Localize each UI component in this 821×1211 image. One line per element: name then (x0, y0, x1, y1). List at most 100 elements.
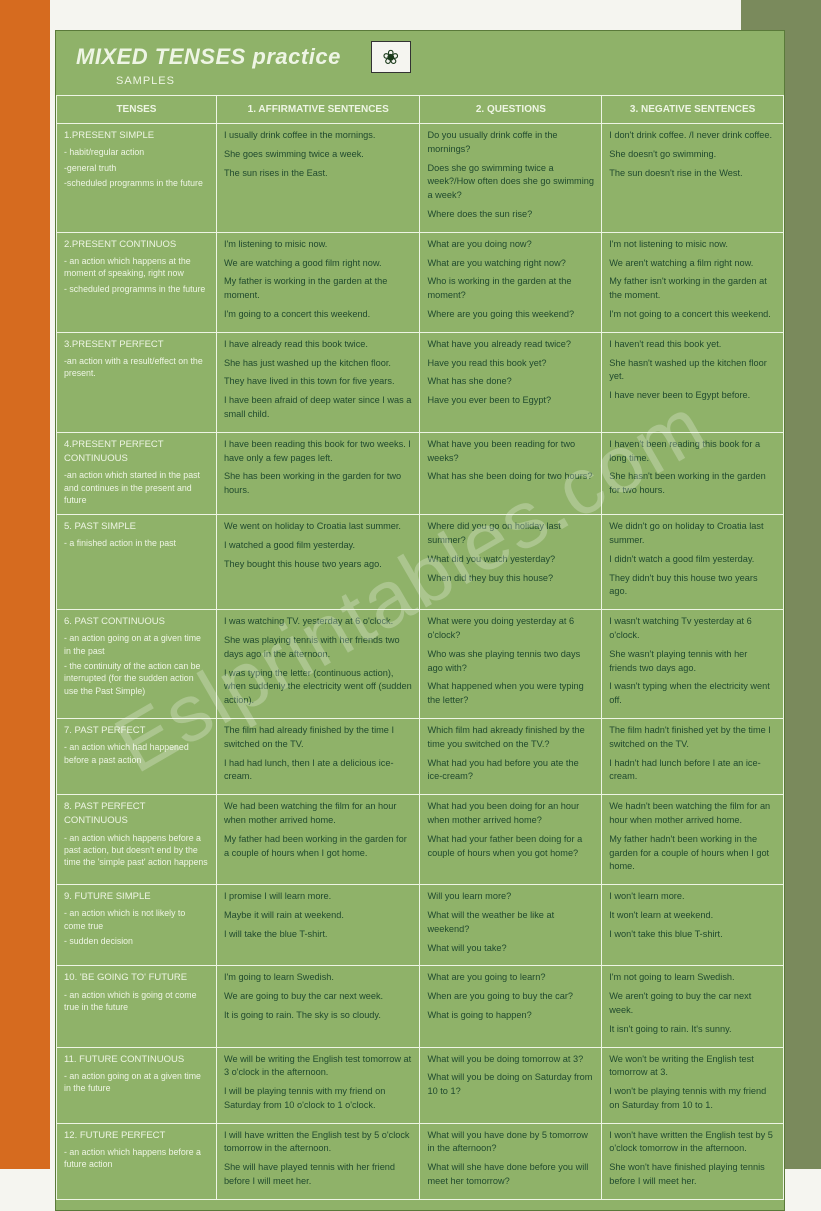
sentence: My father had been working in the garden… (224, 833, 413, 861)
page-subtitle: SAMPLES (56, 75, 784, 95)
q-cell: What had you been doing for an hour when… (420, 795, 602, 885)
sentence: I don't drink coffee. /I never drink cof… (609, 129, 776, 143)
neg-cell: I'm not listening to misic now.We aren't… (602, 232, 784, 332)
tense-desc: -an action which started in the past and… (64, 469, 209, 506)
sentence: What is going to happen? (427, 1009, 594, 1023)
sentence: What happened when you were typing the l… (427, 680, 594, 708)
header-negative: 3. NEGATIVE SENTENCES (602, 96, 784, 124)
sentence: I wasn't typing when the electricity wen… (609, 680, 776, 708)
sentence: I usually drink coffee in the mornings. (224, 129, 413, 143)
sentence: She has been working in the garden for t… (224, 470, 413, 498)
table-row: 2.PRESENT CONTINUOS- an action which hap… (57, 232, 784, 332)
sentence: Where did you go on holiday last summer? (427, 520, 594, 548)
sentence: My father is working in the garden at th… (224, 275, 413, 303)
tense-desc: - a finished action in the past (64, 537, 209, 549)
sentence: The sun doesn't rise in the West. (609, 167, 776, 181)
sentence: What will you be doing tomorrow at 3? (427, 1053, 594, 1067)
tense-cell: 4.PRESENT PERFECT CONTINUOUS-an action w… (57, 432, 217, 514)
neg-cell: I wasn't watching Tv yesterday at 6 o'cl… (602, 610, 784, 719)
header-questions: 2. QUESTIONS (420, 96, 602, 124)
sentence: I will have written the English test by … (224, 1129, 413, 1157)
sentence: The film had already finished by the tim… (224, 724, 413, 752)
aff-cell: I was watching TV. yesterday at 6 o'cloc… (216, 610, 420, 719)
sentence: I watched a good film yesterday. (224, 539, 413, 553)
tense-name: 12. FUTURE PERFECT (64, 1129, 209, 1143)
sentence: I won't be playing tennis with my friend… (609, 1085, 776, 1113)
tense-name: 11. FUTURE CONTINUOUS (64, 1053, 209, 1067)
sentence: She has just washed up the kitchen floor… (224, 357, 413, 371)
sentence: Have you read this book yet? (427, 357, 594, 371)
header-tenses: TENSES (57, 96, 217, 124)
sentence: She hasn't been working in the garden fo… (609, 470, 776, 498)
sentence: What are you going to learn? (427, 971, 594, 985)
sentence: I hadn't had lunch before I ate an ice-c… (609, 757, 776, 785)
sentence: When are you going to buy the car? (427, 990, 594, 1004)
sentence: The sun rises in the East. (224, 167, 413, 181)
tense-name: 9. FUTURE SIMPLE (64, 890, 209, 904)
decor-icon: ❀ (371, 41, 411, 73)
neg-cell: I haven't read this book yet.She hasn't … (602, 332, 784, 432)
neg-cell: We won't be writing the English test tom… (602, 1047, 784, 1123)
table-row: 11. FUTURE CONTINUOUS- an action going o… (57, 1047, 784, 1123)
table-row: 1.PRESENT SIMPLE- habit/regular action-g… (57, 124, 784, 233)
sentence: What will you be doing on Saturday from … (427, 1071, 594, 1099)
sentence: I'm not going to learn Swedish. (609, 971, 776, 985)
tense-name: 7. PAST PERFECT (64, 724, 209, 738)
tense-name: 6. PAST CONTINUOUS (64, 615, 209, 629)
sentence: It won't learn at weekend. (609, 909, 776, 923)
aff-cell: I'm listening to misic now.We are watchi… (216, 232, 420, 332)
table-row: 10. 'BE GOING TO' FUTURE - an action whic… (57, 966, 784, 1047)
sentence: Does she go swimming twice a week?/How o… (427, 162, 594, 203)
sentence: The film hadn't finished yet by the time… (609, 724, 776, 752)
tense-desc: -an action with a result/effect on the p… (64, 355, 209, 380)
sentence: We are watching a good film right now. (224, 257, 413, 271)
sentence: She hasn't washed up the kitchen floor y… (609, 357, 776, 385)
neg-cell: I haven't been reading this book for a l… (602, 432, 784, 514)
aff-cell: We will be writing the English test tomo… (216, 1047, 420, 1123)
sentence: We won't be writing the English test tom… (609, 1053, 776, 1081)
sentence: I have been afraid of deep water since I… (224, 394, 413, 422)
tense-cell: 5. PAST SIMPLE- a finished action in the… (57, 515, 217, 610)
sentence: I have been reading this book for two we… (224, 438, 413, 466)
sentence: They have lived in this town for five ye… (224, 375, 413, 389)
tense-cell: 10. 'BE GOING TO' FUTURE - an action whic… (57, 966, 217, 1047)
sentence: What had you been doing for an hour when… (427, 800, 594, 828)
sentence: She doesn't go swimming. (609, 148, 776, 162)
sentence: I had had lunch, then I ate a delicious … (224, 757, 413, 785)
sentence: Who was she playing tennis two days ago … (427, 648, 594, 676)
tense-name: 10. 'BE GOING TO' FUTURE (64, 971, 209, 985)
sentence: I didn't watch a good film yesterday. (609, 553, 776, 567)
q-cell: What have you already read twice?Have yo… (420, 332, 602, 432)
tense-desc: - an action which is not likely to come … (64, 907, 209, 947)
table-row: 12. FUTURE PERFECT- an action which happ… (57, 1123, 784, 1199)
tense-cell: 12. FUTURE PERFECT- an action which happ… (57, 1123, 217, 1199)
table-row: 5. PAST SIMPLE- a finished action in the… (57, 515, 784, 610)
neg-cell: I won't have written the English test by… (602, 1123, 784, 1199)
aff-cell: I usually drink coffee in the mornings.S… (216, 124, 420, 233)
aff-cell: We had been watching the film for an hou… (216, 795, 420, 885)
sentence: What have you been reading for two weeks… (427, 438, 594, 466)
sentence: We will be writing the English test tomo… (224, 1053, 413, 1081)
tense-cell: 6. PAST CONTINUOUS- an action going on a… (57, 610, 217, 719)
tense-desc: - an action which is going ot come true … (64, 989, 209, 1014)
tense-desc: - an action which happens before a past … (64, 832, 209, 869)
q-cell: Will you learn more?What will the weathe… (420, 885, 602, 966)
neg-cell: We hadn't been watching the film for an … (602, 795, 784, 885)
sentence: It is going to rain. The sky is so cloud… (224, 1009, 413, 1023)
table-row: 3.PRESENT PERFECT-an action with a resul… (57, 332, 784, 432)
sentence: I won't learn more. (609, 890, 776, 904)
sentence: When did they buy this house? (427, 572, 594, 586)
tense-cell: 7. PAST PERFECT- an action which had hap… (57, 718, 217, 794)
sentence: Maybe it will rain at weekend. (224, 909, 413, 923)
tense-cell: 1.PRESENT SIMPLE- habit/regular action-g… (57, 124, 217, 233)
sentence: I haven't been reading this book for a l… (609, 438, 776, 466)
sentence: I will take the blue T-shirt. (224, 928, 413, 942)
sentence: They didn't buy this house two years ago… (609, 572, 776, 600)
sentence: What had you had before you ate the ice-… (427, 757, 594, 785)
sentence: I won't have written the English test by… (609, 1129, 776, 1157)
q-cell: What were you doing yesterday at 6 o'clo… (420, 610, 602, 719)
sentence: I'm going to a concert this weekend. (224, 308, 413, 322)
aff-cell: I have already read this book twice.She … (216, 332, 420, 432)
worksheet-page: MIXED TENSES practice ❀ SAMPLES TENSES 1… (55, 30, 785, 1211)
sentence: What will she have done before you will … (427, 1161, 594, 1189)
